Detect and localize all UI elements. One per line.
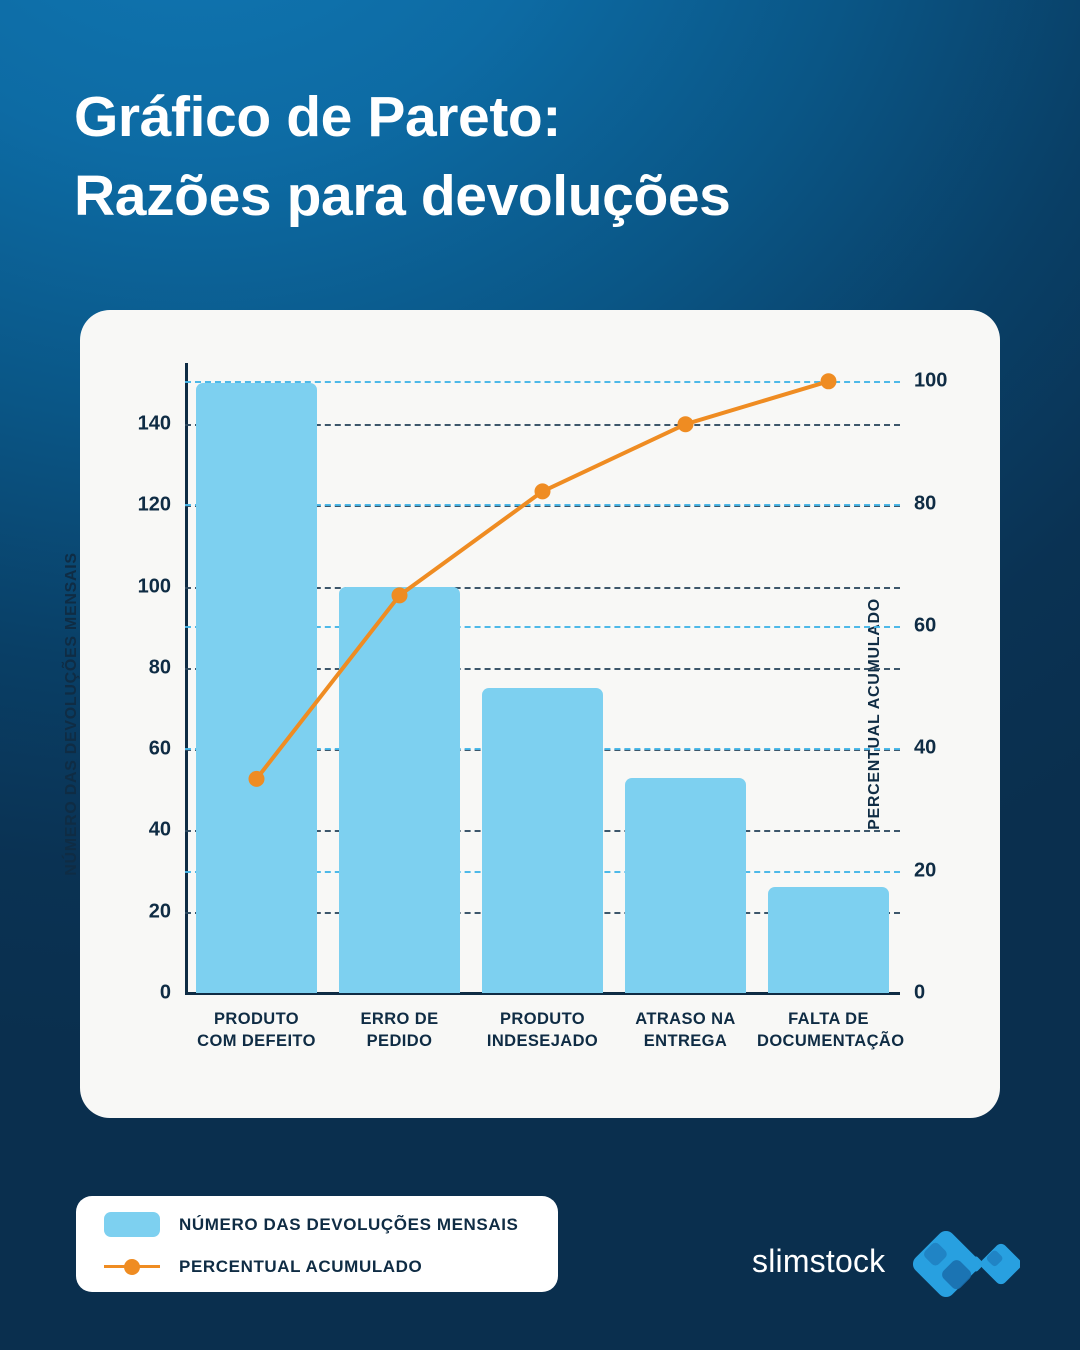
bar bbox=[196, 383, 317, 993]
chart-card: NÚMERO DAS DEVOLUÇÕES MENSAIS PERCENTUAL… bbox=[63, 310, 1000, 1118]
bar bbox=[339, 586, 460, 993]
x-axis-category-label: ERRO DE PEDIDO bbox=[360, 1010, 439, 1050]
bar bbox=[482, 688, 603, 993]
y-axis-title-left: NÚMERO DAS DEVOLUÇÕES MENSAIS bbox=[63, 552, 80, 876]
slimstock-logo: slimstock bbox=[752, 1226, 1020, 1302]
diamond-logo-icon bbox=[912, 1230, 1020, 1298]
y-tick-label-left: 120 bbox=[137, 493, 171, 516]
y-tick-label-right: 20 bbox=[914, 859, 937, 882]
legend-line-swatch-icon bbox=[104, 1254, 160, 1279]
y-tick-label-left: 0 bbox=[159, 981, 171, 1004]
y-tick-label-right: 80 bbox=[914, 492, 937, 515]
legend-label-line: PERCENTUAL ACUMULADO bbox=[179, 1256, 423, 1276]
line-data-point bbox=[534, 483, 551, 500]
y-tick-label-left: 20 bbox=[148, 900, 171, 923]
y-tick-label-left: 140 bbox=[137, 412, 171, 435]
y-tick-label-left: 60 bbox=[148, 737, 171, 760]
y-tick-label-right: 100 bbox=[914, 369, 948, 392]
title-line-2: Razões para devoluções bbox=[74, 163, 731, 228]
y-axis-line bbox=[185, 363, 188, 993]
x-axis-category-label: PRODUTO COM DEFEITO bbox=[197, 1010, 316, 1050]
bar bbox=[625, 777, 746, 993]
x-axis-category-label: ATRASO NA ENTREGA bbox=[635, 1010, 736, 1050]
y-tick-label-left: 80 bbox=[148, 656, 171, 679]
y-tick-label-left: 40 bbox=[148, 818, 171, 841]
y-tick-label-left: 100 bbox=[137, 575, 171, 598]
title-line-1: Gráfico de Pareto: bbox=[74, 85, 561, 149]
page-title: Gráfico de Pareto: Razões para devoluçõe… bbox=[74, 78, 994, 235]
x-axis-category-label: FALTA DE DOCUMENTAÇÃO bbox=[757, 1010, 905, 1050]
bar bbox=[768, 887, 889, 993]
legend-bar-swatch-icon bbox=[104, 1212, 160, 1237]
chart-legend: NÚMERO DAS DEVOLUÇÕES MENSAIS PERCENTUAL… bbox=[76, 1196, 558, 1292]
legend-item-bars: NÚMERO DAS DEVOLUÇÕES MENSAIS bbox=[104, 1212, 519, 1237]
y-tick-label-right: 60 bbox=[914, 614, 937, 637]
logo-wordmark: slimstock bbox=[752, 1243, 886, 1279]
legend-item-line: PERCENTUAL ACUMULADO bbox=[104, 1254, 422, 1279]
x-axis-line bbox=[185, 992, 900, 995]
y-tick-label-right: 40 bbox=[914, 736, 937, 759]
y-tick-label-right: 0 bbox=[914, 981, 926, 1004]
x-axis-category-label: PRODUTO INDESEJADO bbox=[486, 1010, 599, 1050]
legend-label-bars: NÚMERO DAS DEVOLUÇÕES MENSAIS bbox=[179, 1214, 519, 1234]
plot-area: 0 20 40 60 80 100 120 140 0 20 40 60 80 100 PRODUTO C… bbox=[138, 363, 947, 1050]
